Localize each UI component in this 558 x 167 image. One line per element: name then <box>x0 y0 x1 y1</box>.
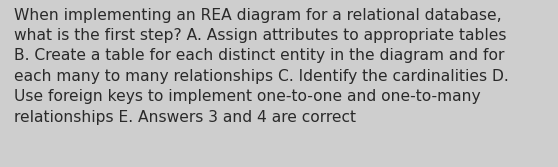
Text: When implementing an REA diagram for a relational database,
what is the first st: When implementing an REA diagram for a r… <box>14 8 509 125</box>
